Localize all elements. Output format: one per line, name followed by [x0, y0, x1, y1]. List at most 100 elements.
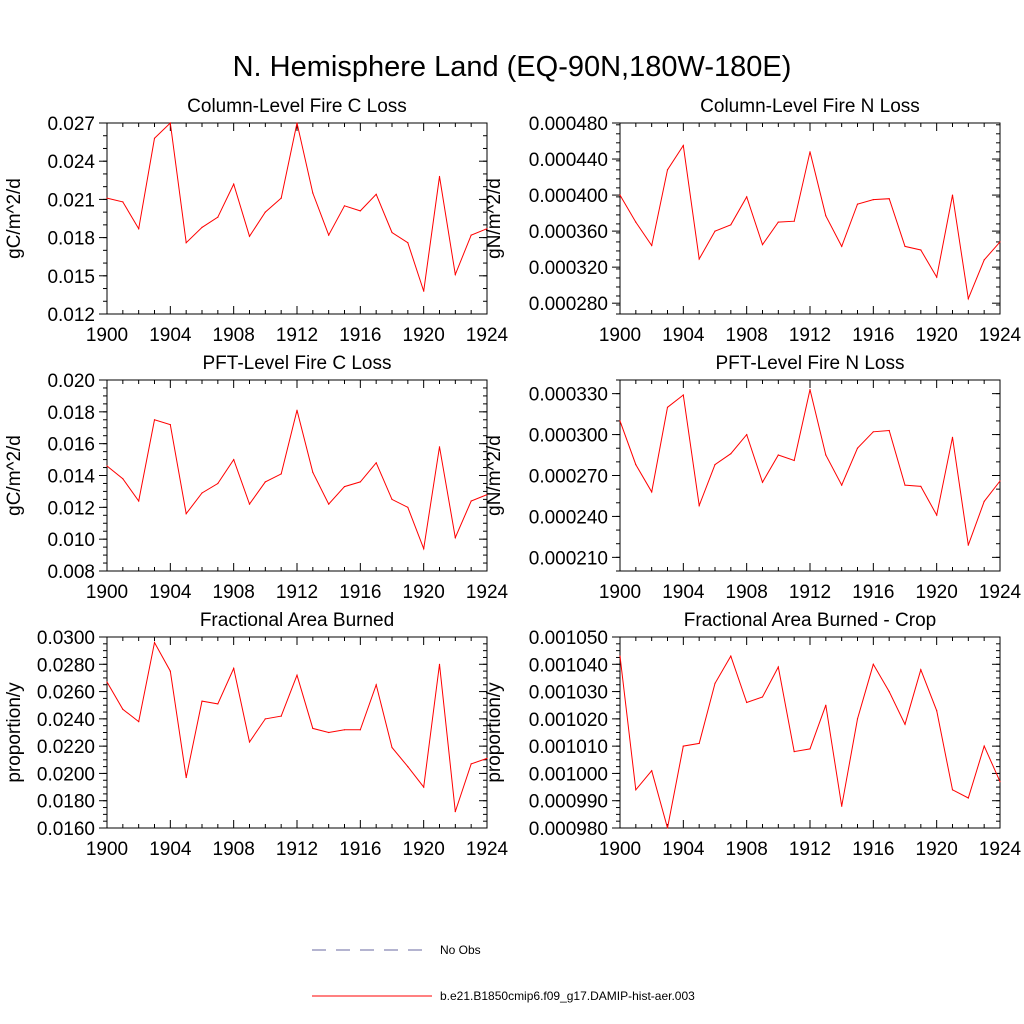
data-point: [391, 498, 393, 500]
data-point: [201, 700, 203, 702]
data-point: [761, 696, 764, 698]
x-tick-label: 1916: [852, 839, 894, 860]
data-point: [264, 211, 266, 213]
data-point: [359, 729, 361, 731]
panel-title: Column-Level Fire N Loss: [700, 96, 920, 117]
y-tick-label: 0.001000: [529, 764, 608, 785]
y-tick-label: 0.001030: [529, 683, 608, 704]
data-point: [454, 273, 456, 276]
data-point: [967, 544, 969, 546]
legend: No Obs b.e21.B1850cmip6.f09_g17.DAMIP-hi…: [312, 943, 695, 1003]
x-tick-label: 1924: [979, 582, 1022, 603]
data-point: [375, 462, 377, 464]
series-line: [106, 410, 488, 551]
data-point: [872, 663, 874, 665]
x-tick-label: 1904: [149, 839, 192, 860]
data-point: [153, 641, 156, 644]
data-point: [296, 409, 298, 411]
series-line: [619, 144, 1001, 301]
data-point: [407, 242, 409, 244]
data-point: [809, 748, 811, 750]
data-point: [106, 465, 108, 467]
data-point: [248, 741, 251, 743]
data-point: [856, 718, 859, 720]
data-point: [169, 670, 171, 672]
data-point: [841, 245, 843, 247]
x-tick-label: 1908: [726, 839, 768, 860]
data-point: [138, 500, 140, 502]
y-axis-label: gN/m^2/d: [484, 178, 505, 259]
data-point: [248, 235, 251, 237]
x-tick-label: 1908: [213, 839, 255, 860]
x-tick-label: 1904: [662, 582, 705, 603]
data-point: [856, 447, 859, 449]
chart-panel-column-level-fire-c-loss: Column-Level Fire C Loss 1900 1904 1908 1912…: [4, 96, 509, 346]
data-point: [841, 805, 843, 807]
data-point: [153, 137, 156, 139]
data-point: [825, 454, 827, 456]
data-point: [793, 459, 795, 462]
data-point: [999, 480, 1001, 482]
y-tick-label: 0.0240: [37, 710, 95, 731]
x-tick-label: 1916: [852, 582, 894, 603]
data-point: [904, 723, 906, 725]
figure-title: N. Hemisphere Land (EQ-90N,180W-180E): [233, 51, 792, 83]
x-tick-label: 1904: [149, 582, 192, 603]
legend-label-no-obs: No Obs: [440, 943, 481, 957]
data-point: [698, 504, 700, 507]
data-point: [730, 453, 732, 455]
y-tick-label: 0.000330: [529, 385, 608, 406]
data-point: [682, 745, 684, 747]
x-tick-label: 1912: [276, 582, 318, 603]
data-point: [651, 770, 653, 772]
y-tick-label: 0.0260: [37, 683, 95, 704]
panel-title: Fractional Area Burned - Crop: [684, 610, 936, 631]
data-point: [746, 701, 748, 704]
data-point: [651, 491, 653, 493]
x-tick-label: 1908: [213, 582, 255, 603]
x-tick-label: 1912: [789, 582, 831, 603]
chart-panels: Column-Level Fire C Loss 1900 1904 1908 1912…: [4, 96, 1022, 860]
data-point: [666, 827, 669, 829]
data-point: [761, 244, 764, 246]
x-tick-label: 1904: [662, 325, 705, 346]
data-point: [714, 464, 716, 466]
data-point: [470, 500, 472, 502]
data-point: [343, 205, 346, 207]
y-tick-label: 0.000210: [529, 548, 608, 569]
data-point: [983, 259, 985, 261]
data-point: [296, 122, 298, 124]
data-point: [651, 244, 653, 247]
data-point: [951, 194, 954, 196]
data-point: [454, 811, 456, 813]
x-tick-label: 1900: [599, 582, 641, 603]
data-point: [438, 663, 441, 665]
data-point: [248, 503, 251, 505]
data-point: [619, 420, 621, 422]
data-point: [328, 731, 330, 734]
data-point: [201, 226, 203, 228]
x-tick-label: 1900: [86, 839, 128, 860]
data-point: [666, 169, 669, 171]
data-point: [793, 751, 795, 753]
y-tick-label: 0.018: [47, 229, 95, 250]
y-tick-label: 0.024: [47, 152, 95, 173]
data-point: [185, 776, 187, 779]
data-point: [777, 666, 779, 668]
data-point: [201, 492, 203, 494]
data-point: [714, 682, 716, 685]
x-tick-label: 1900: [599, 325, 641, 346]
data-point: [312, 727, 314, 730]
data-point: [920, 669, 922, 671]
data-point: [153, 419, 156, 421]
y-tick-label: 0.000280: [529, 294, 608, 315]
data-point: [343, 729, 346, 731]
x-tick-label: 1908: [213, 325, 255, 346]
data-point: [809, 389, 811, 391]
data-point: [746, 196, 748, 198]
data-point: [999, 781, 1001, 783]
data-point: [122, 478, 124, 480]
x-tick-label: 1920: [403, 325, 445, 346]
y-tick-label: 0.008: [47, 562, 95, 583]
